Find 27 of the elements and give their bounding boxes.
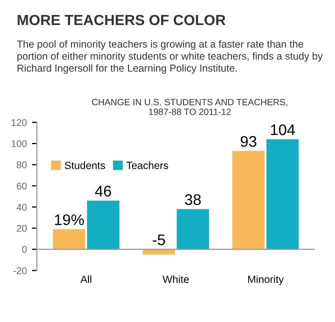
y-tick-label: 60	[16, 182, 27, 190]
y-tick-label: 120	[12, 119, 27, 126]
text: CHANGE IN U.S. STUDENTS AND TEACHERS, 1987-88 TO 2011-12	[92, 98, 288, 116]
legend-label: Teachers	[126, 161, 168, 170]
y-tick-label: 0	[22, 246, 27, 253]
x-tick-label: Minority	[248, 275, 284, 286]
y-tick-label: 80	[16, 161, 27, 168]
bar	[52, 229, 86, 250]
legend-label: Students	[64, 161, 106, 170]
data-label: 19%	[55, 214, 84, 226]
y-tick-label: 100	[12, 140, 27, 148]
data-label: 38	[185, 194, 201, 206]
x-tick-label: All	[80, 275, 92, 283]
y-tick-label: 40	[16, 204, 27, 211]
bar	[266, 139, 299, 250]
chart-subtitle: The pool of minority teachers is growing at a faster rate than the portion of either minority students or white teachers, finds a study by Richard Ingersoll for the Learning Policy Institute.	[16, 40, 323, 74]
chart-title: MORE TEACHERS OF COLOR	[18, 14, 226, 26]
data-label: 93	[240, 136, 256, 147]
data-label: -5	[152, 234, 165, 246]
y-tick-label: -20	[14, 267, 27, 274]
x-tick-label: White	[162, 275, 189, 283]
data-label: 46	[95, 186, 112, 197]
bar	[176, 209, 210, 250]
bar	[87, 200, 120, 250]
data-label: 104	[271, 124, 295, 136]
bar	[232, 150, 265, 250]
y-tick-label: 20	[16, 224, 27, 232]
